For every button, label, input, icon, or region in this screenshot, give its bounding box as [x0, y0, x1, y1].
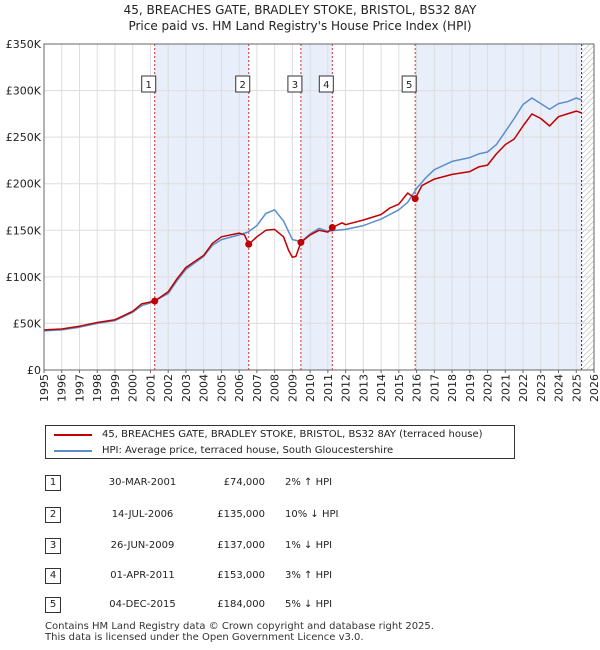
sale-point	[151, 297, 159, 305]
transaction-price: £184,000	[217, 599, 265, 610]
x-tick-label: 2001	[144, 374, 157, 402]
sale-label-box	[401, 75, 417, 93]
x-tick-label: 2000	[127, 374, 140, 402]
x-tick-label: 2020	[482, 374, 495, 402]
y-tick-label: £200K	[6, 178, 42, 191]
x-tick-label: 2012	[340, 374, 353, 402]
x-tick-label: 2022	[517, 374, 530, 402]
x-tick-label: 2018	[446, 374, 459, 402]
transaction-number: 2	[45, 507, 61, 523]
sale-label: 1	[146, 80, 152, 91]
transaction-hpi-diff: 3% ↑ HPI	[285, 570, 333, 581]
x-tick-label: 2023	[535, 374, 548, 402]
x-tick-label: 2013	[357, 374, 370, 402]
sale-point	[411, 195, 419, 203]
legend-label-hpi: HPI: Average price, terraced house, Sout…	[102, 445, 394, 456]
chart-subtitle: Price paid vs. HM Land Registry's House …	[128, 19, 472, 33]
shaded-period	[415, 44, 582, 370]
sale-label-box	[235, 75, 251, 93]
legend-swatch-property	[54, 434, 92, 436]
transaction-hpi-diff: 10% ↓ HPI	[285, 509, 339, 520]
footer-license: This data is licensed under the Open Gov…	[45, 632, 364, 643]
legend-swatch-hpi	[54, 450, 92, 452]
x-tick-label: 2002	[162, 374, 175, 402]
x-tick-label: 2017	[428, 374, 441, 402]
price-chart: 1 2 3 4 5 £0 £50K £100K £150K £200K £250K £300K £35…	[6, 38, 600, 402]
y-tick-label: £350K	[6, 38, 42, 51]
transaction-number: 3	[45, 538, 61, 554]
x-tick-label: 1997	[73, 374, 86, 402]
x-tick-label: 2019	[464, 374, 477, 402]
sale-label: 3	[292, 80, 298, 91]
sale-label: 5	[406, 80, 412, 91]
x-tick-label: 2024	[553, 374, 566, 402]
x-tick-label: 2025	[570, 374, 583, 402]
transaction-date: 01-APR-2011	[110, 570, 175, 581]
x-tick-label: 2015	[393, 374, 406, 402]
shaded-period	[300, 44, 333, 370]
transaction-price: £74,000	[223, 477, 265, 488]
footer-copyright: Contains HM Land Registry data © Crown c…	[45, 621, 434, 632]
sale-label: 2	[240, 80, 246, 91]
x-tick-label: 2026	[588, 374, 600, 402]
sale-point	[245, 240, 253, 248]
x-tick-label: 2008	[269, 374, 282, 402]
x-tick-label: 1996	[56, 374, 69, 402]
transaction-number: 5	[45, 597, 61, 613]
transaction-date: 14-JUL-2006	[111, 509, 174, 520]
sale-point	[328, 223, 336, 231]
transaction-hpi-diff: 2% ↑ HPI	[285, 477, 333, 488]
transaction-hpi-diff: 5% ↓ HPI	[285, 599, 333, 610]
x-tick-label: 1999	[109, 374, 122, 402]
sale-label-box	[141, 75, 157, 93]
sale-point	[297, 238, 305, 246]
y-tick-label: £300K	[6, 85, 42, 98]
legend-label-property: 45, BREACHES GATE, BRADLEY STOKE, BRISTO…	[102, 429, 483, 440]
transaction-date: 26-JUN-2009	[110, 540, 175, 551]
x-tick-label: 1998	[91, 374, 104, 402]
sale-label-box	[287, 75, 303, 93]
transaction-price: £153,000	[217, 570, 265, 581]
x-tick-label: 2016	[411, 374, 424, 402]
chart-title: 45, BREACHES GATE, BRADLEY STOKE, BRISTO…	[123, 3, 477, 17]
sale-label-box	[318, 75, 334, 93]
x-tick-label: 2014	[375, 374, 388, 402]
y-tick-label: £50K	[13, 317, 42, 330]
transaction-hpi-diff: 1% ↓ HPI	[285, 540, 333, 551]
x-tick-label: 1995	[38, 374, 51, 402]
property-price-line	[43, 110, 582, 331]
transaction-price: £135,000	[217, 509, 265, 520]
future-hatch	[581, 44, 594, 370]
x-tick-label: 2005	[215, 374, 228, 402]
plot-frame	[43, 43, 595, 371]
x-tick-label: 2011	[322, 374, 335, 402]
transaction-number: 1	[45, 475, 61, 491]
y-tick-label: £100K	[6, 271, 42, 284]
x-tick-label: 2003	[180, 374, 193, 402]
y-tick-label: £250K	[6, 131, 42, 144]
y-tick-label: £0	[27, 364, 41, 377]
y-tick-label: £150K	[6, 224, 42, 237]
sale-label: 4	[323, 80, 329, 91]
transaction-price: £137,000	[217, 540, 265, 551]
x-tick-label: 2007	[251, 374, 264, 402]
chart-legend: 45, BREACHES GATE, BRADLEY STOKE, BRISTO…	[45, 425, 515, 459]
shaded-period	[154, 44, 249, 370]
x-tick-label: 2006	[233, 374, 246, 402]
x-tick-label: 2009	[286, 374, 299, 402]
transaction-date: 30-MAR-2001	[108, 477, 177, 488]
x-tick-label: 2004	[198, 374, 211, 402]
x-tick-label: 2021	[499, 374, 512, 402]
transaction-number: 4	[45, 568, 61, 584]
x-tick-label: 2010	[304, 374, 317, 402]
transaction-date: 04-DEC-2015	[109, 599, 176, 610]
